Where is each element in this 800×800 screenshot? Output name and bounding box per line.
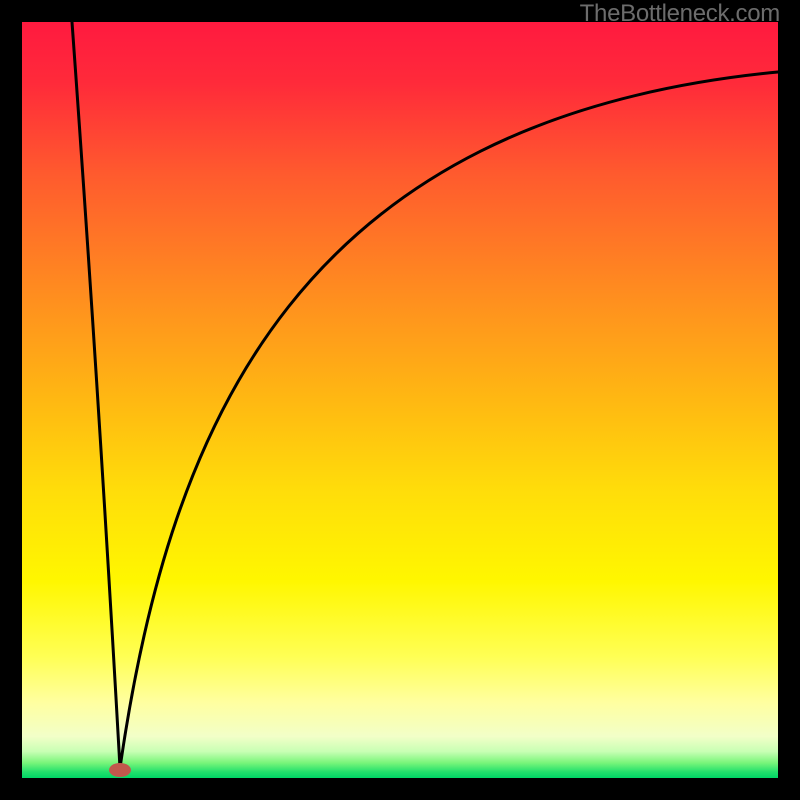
watermark-text: TheBottleneck.com: [580, 0, 780, 28]
chart-svg: [0, 0, 800, 800]
plot-gradient-background: [22, 22, 778, 778]
bottleneck-curve-chart: TheBottleneck.com: [0, 0, 800, 800]
minimum-marker: [109, 763, 131, 777]
